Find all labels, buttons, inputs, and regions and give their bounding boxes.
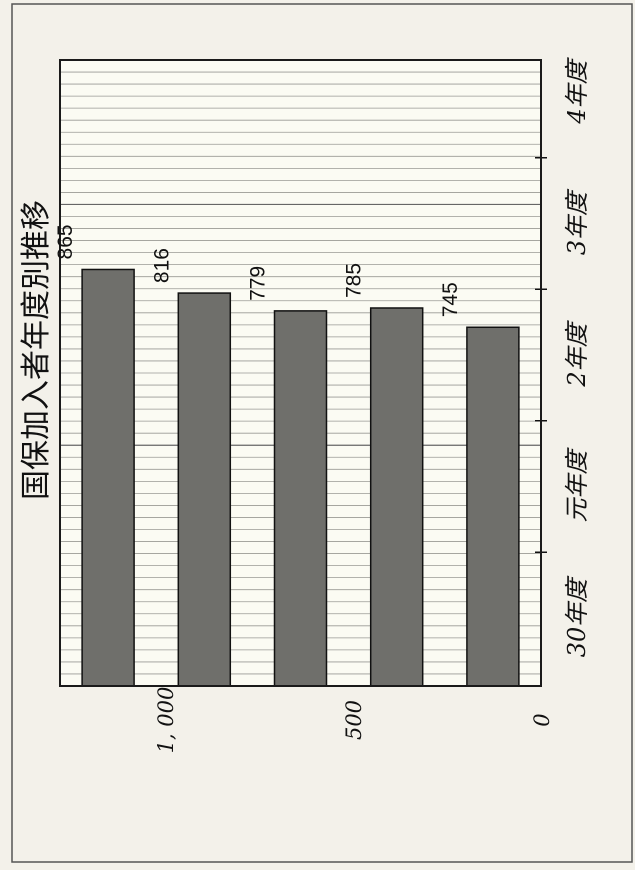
bar [81, 268, 135, 687]
category-label: 4年度 [563, 56, 591, 124]
plot-frame [59, 59, 542, 687]
value-tick-labels: 0 500 1, 000 [154, 687, 554, 754]
data-label: 816 [150, 248, 173, 283]
value-tick-label: 1, 000 [154, 687, 178, 754]
chart-rotated-group: 865 816 779 785 745 30年度 元年度 2年度 3年度 4年度 0 500 1, … [19, 56, 591, 753]
category-label: 元年度 [563, 447, 591, 523]
bar [177, 292, 232, 687]
bars [81, 268, 520, 687]
chart-title: 国保加入者年度別推移 [19, 200, 54, 500]
bar [369, 307, 424, 687]
data-label: 779 [247, 266, 270, 301]
page-border [11, 3, 633, 863]
data-label: 785 [343, 263, 366, 298]
data-label: 865 [54, 224, 77, 259]
bar [273, 310, 328, 687]
category-label: 2年度 [563, 319, 591, 387]
category-labels: 30年度 元年度 2年度 3年度 4年度 [563, 56, 591, 657]
value-tick-label: 0 [530, 713, 554, 726]
value-tick-label: 500 [342, 700, 366, 740]
bar [466, 326, 520, 687]
data-labels: 865 816 779 785 745 [54, 224, 462, 317]
category-label: 30年度 [563, 575, 591, 658]
data-label: 745 [439, 282, 462, 317]
category-label: 3年度 [563, 188, 591, 255]
